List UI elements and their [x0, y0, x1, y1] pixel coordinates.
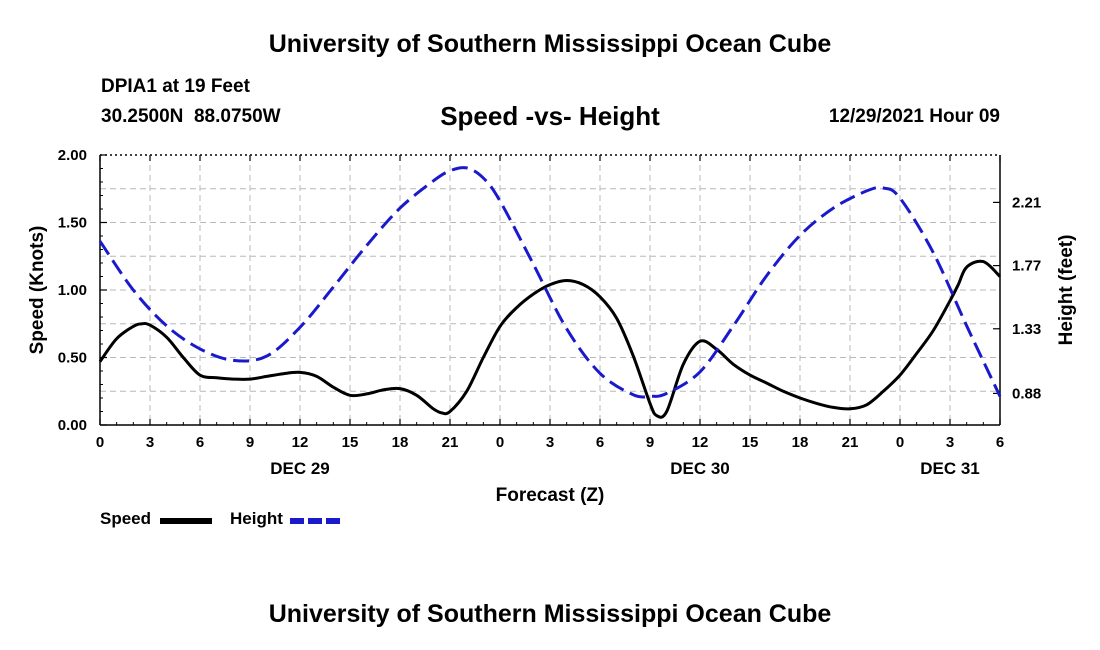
station-coordinates: 30.2500N 88.0750W [101, 106, 281, 127]
legend-height-label: Height [230, 509, 283, 528]
station-name: DPIA1 at 19 Feet [101, 76, 250, 97]
y-tick-label: 1.50 [58, 215, 87, 232]
page-footer-title: University of Southern Mississippi Ocean… [268, 600, 832, 628]
x-tick-label: 3 [146, 434, 154, 451]
x-tick-label: 6 [596, 434, 604, 451]
y-tick-label: 0.00 [58, 417, 87, 434]
x-axis-title: Forecast (Z) [496, 485, 605, 506]
y-axis-title: Speed (Knots) [27, 226, 48, 355]
y2-tick-label: 1.77 [1012, 258, 1041, 275]
x-tick-label: 12 [692, 434, 709, 451]
y2-tick-label: 0.88 [1012, 385, 1041, 402]
page-title: University of Southern Mississippi Ocean… [268, 30, 832, 58]
x-tick-label: 12 [292, 434, 309, 451]
series-line-speed [98, 259, 1002, 419]
x-tick-label: 21 [442, 434, 459, 451]
x-tick-label: 0 [496, 434, 504, 451]
x-tick-label: 6 [196, 434, 204, 451]
x-tick-label: 3 [546, 434, 554, 451]
y2-tick-label: 2.21 [1012, 194, 1041, 211]
y2-axis-title: Height (feet) [1056, 235, 1077, 346]
day-label: DEC 31 [920, 459, 980, 478]
legend-speed-label: Speed [100, 509, 152, 528]
y-tick-label: 2.00 [58, 147, 87, 164]
x-tick-label: 18 [792, 434, 809, 451]
x-tick-label: 3 [946, 434, 954, 451]
y-tick-label: 0.50 [58, 350, 87, 367]
x-tick-label: 0 [96, 434, 104, 451]
x-tick-label: 18 [392, 434, 409, 451]
x-tick-label: 15 [742, 434, 759, 451]
x-tick-label: 6 [996, 434, 1004, 451]
x-tick-label: 9 [246, 434, 254, 451]
x-tick-label: 9 [646, 434, 654, 451]
y2-tick-label: 1.33 [1012, 321, 1041, 338]
day-label: DEC 29 [270, 459, 330, 478]
x-tick-label: 21 [842, 434, 859, 451]
legend-height-swatch [290, 518, 342, 524]
x-tick-label: 15 [342, 434, 359, 451]
day-label: DEC 30 [670, 459, 730, 478]
forecast-datetime: 12/29/2021 Hour 09 [828, 106, 1000, 127]
series-line-height [98, 166, 1002, 399]
x-tick-label: 0 [896, 434, 904, 451]
legend-speed-swatch [160, 518, 212, 524]
y-tick-label: 1.00 [58, 282, 87, 299]
chart-title: Speed -vs- Height [440, 101, 660, 131]
